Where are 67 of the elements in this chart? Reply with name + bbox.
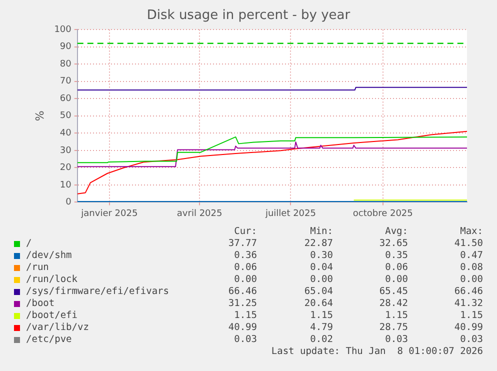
text: 40.99: [228, 322, 257, 333]
y-tick-label: 100: [54, 24, 72, 35]
text: Last update: Thu Jan 8 01:00:07 2026: [271, 346, 483, 357]
legend-label: /dev/shm: [26, 250, 72, 261]
text: 65.04: [304, 286, 333, 297]
y-tick-label: 10: [60, 180, 72, 190]
text: 0.03: [460, 334, 483, 345]
legend-label: /boot: [26, 298, 55, 309]
chart-title: Disk usage in percent - by year: [146, 8, 351, 24]
text: 0.30: [310, 250, 333, 261]
text: 0.36: [234, 250, 257, 261]
text: 40.99: [454, 322, 483, 333]
text: 0.00: [460, 274, 483, 285]
y-tick-label: 30: [60, 146, 72, 156]
y-tick-label: 50: [60, 111, 72, 122]
text: 28.42: [379, 298, 408, 309]
legend-label: /etc/pve: [26, 334, 72, 345]
y-tick-label: 60: [60, 94, 72, 104]
text: 0.03: [385, 334, 408, 345]
text: Avg:: [385, 226, 408, 237]
x-tick-label: octobre 2025: [352, 208, 413, 219]
text: 4.79: [310, 322, 333, 333]
text: 0.03: [234, 334, 257, 345]
text: 1.15: [310, 310, 333, 321]
text: 0.06: [234, 262, 257, 273]
text: Cur:: [234, 226, 257, 237]
x-tick-label: avril 2025: [176, 208, 222, 219]
y-tick-label: 70: [60, 76, 72, 87]
text: 66.46: [228, 286, 257, 297]
text: 0.08: [460, 262, 483, 273]
legend-label: /run: [26, 262, 49, 273]
y-tick-label: 0: [66, 198, 72, 208]
text: 20.64: [304, 298, 333, 309]
text: 0.35: [385, 250, 408, 261]
x-tick-label: janvier 2025: [80, 208, 138, 219]
text: 0.00: [385, 274, 408, 285]
text: Min:: [310, 226, 333, 237]
text: 0.00: [310, 274, 333, 285]
y-tick-label: 90: [60, 42, 72, 52]
text: Max:: [460, 226, 483, 237]
text: 31.25: [228, 298, 257, 309]
legend-label: /: [26, 238, 32, 249]
text: 66.46: [454, 286, 483, 297]
text: 22.87: [304, 238, 333, 249]
text: 0.47: [460, 250, 483, 261]
text: 0.06: [385, 262, 408, 273]
text: 1.15: [385, 310, 408, 321]
text: 0.00: [234, 274, 257, 285]
legend-label: /var/lib/vz: [26, 322, 89, 333]
text: 1.15: [234, 310, 257, 321]
y-tick-label: 20: [60, 163, 72, 174]
text: 41.32: [454, 298, 483, 309]
text: 1.15: [460, 310, 483, 321]
legend-label: /sys/firmware/efi/efivars: [26, 286, 169, 297]
x-tick-label: juillet 2025: [264, 208, 316, 219]
text: 0.04: [310, 262, 333, 273]
text: 41.50: [454, 238, 483, 249]
y-tick-label: 40: [60, 128, 72, 139]
text: 32.65: [379, 238, 408, 249]
legend-label: /run/lock: [26, 274, 78, 285]
y-tick-label: 80: [60, 59, 72, 70]
text: 28.75: [379, 322, 408, 333]
text: 37.77: [228, 238, 257, 249]
legend-label: /boot/efi: [26, 310, 78, 321]
y-axis-title: %: [33, 110, 46, 122]
text: 65.45: [379, 286, 408, 297]
text: 0.02: [310, 334, 333, 345]
